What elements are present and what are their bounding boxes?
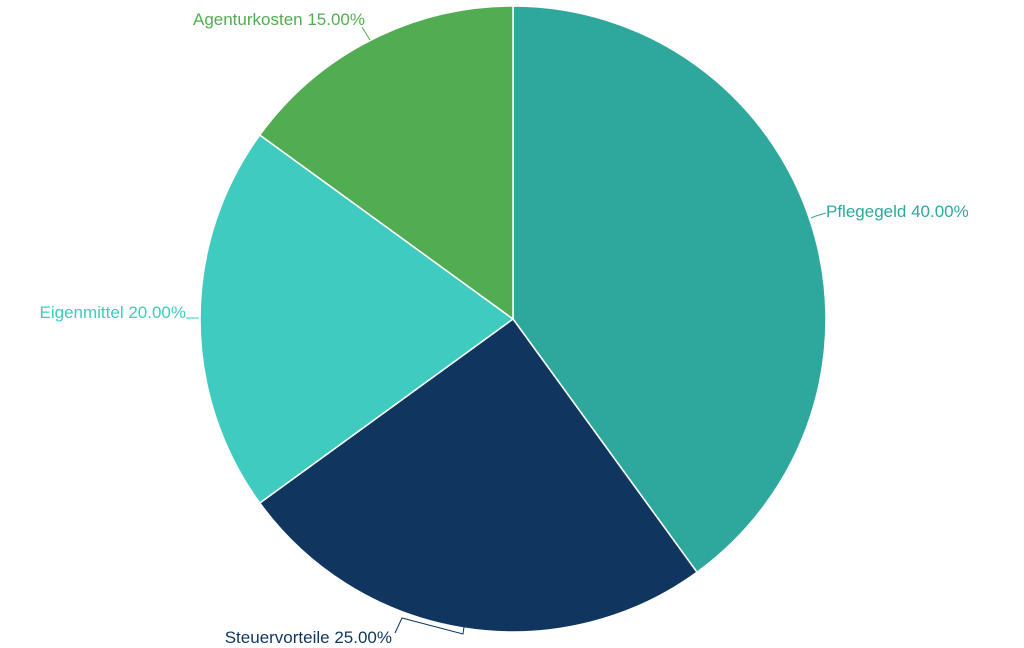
slice-label-eigenmittel: Eigenmittel 20.00% <box>40 303 186 322</box>
leader-line-agenturkosten <box>361 26 371 41</box>
leader-lines-layer <box>186 26 827 635</box>
labels-layer: Pflegegeld 40.00% Steuervorteile 25.00% Ei… <box>40 10 969 647</box>
pie-slice-agenturkosten[interactable] <box>259 5 514 320</box>
slice-label-steuervorteile: Steuervorteile 25.00% <box>225 628 392 647</box>
slice-label-pflegegeld: Pflegegeld 40.00% <box>826 202 969 221</box>
pie-slice-pflegegeld[interactable] <box>512 5 827 573</box>
slices-layer <box>199 5 827 633</box>
pie-slice-eigenmittel[interactable] <box>199 134 514 504</box>
slice-label-agenturkosten: Agenturkosten 15.00% <box>193 10 365 29</box>
leader-line-pflegegeld <box>810 212 827 219</box>
leader-line-steuervorteile <box>394 617 465 635</box>
